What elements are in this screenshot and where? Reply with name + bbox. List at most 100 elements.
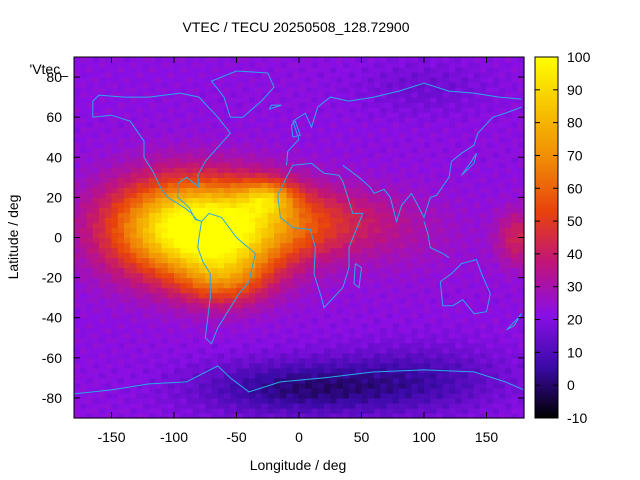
heatmap-cell	[99, 157, 106, 163]
heatmap-cell	[149, 87, 156, 93]
heatmap-cell	[355, 72, 363, 78]
heatmap-cell	[317, 327, 325, 334]
heatmap-cell	[142, 232, 150, 239]
heatmap-cell	[74, 342, 81, 349]
heatmap-cell	[111, 107, 119, 113]
heatmap-cell	[467, 97, 475, 103]
heatmap-cell	[480, 372, 488, 379]
heatmap-cell	[349, 397, 356, 404]
heatmap-cell	[92, 372, 100, 379]
heatmap-cell	[224, 107, 231, 113]
heatmap-cell	[292, 152, 300, 158]
heatmap-cell	[349, 127, 356, 133]
heatmap-cell	[192, 167, 200, 173]
heatmap-cell	[499, 97, 506, 103]
heatmap-cell	[424, 67, 431, 73]
heatmap-cell	[499, 132, 506, 138]
heatmap-cell	[74, 77, 81, 83]
heatmap-cell	[236, 232, 244, 239]
heatmap-cell	[155, 107, 163, 113]
heatmap-cell	[92, 292, 100, 299]
heatmap-cell	[492, 337, 500, 344]
heatmap-cell	[124, 342, 131, 349]
heatmap-cell	[299, 82, 306, 88]
heatmap-cell	[461, 402, 469, 409]
heatmap-cell	[105, 102, 113, 108]
heatmap-cell	[236, 387, 244, 394]
heatmap-cell	[286, 322, 294, 329]
heatmap-cell	[255, 292, 263, 299]
heatmap-cell	[374, 327, 381, 334]
heatmap-cell	[305, 92, 313, 98]
heatmap-cell	[161, 112, 169, 118]
heatmap-cell	[142, 382, 150, 389]
heatmap-cell	[417, 132, 425, 138]
heatmap-cell	[480, 127, 488, 133]
heatmap-cell	[299, 247, 306, 254]
heatmap-cell	[117, 262, 125, 269]
heatmap-cell	[249, 212, 256, 219]
heatmap-cell	[480, 232, 488, 239]
heatmap-cell	[492, 397, 500, 404]
heatmap-cell	[199, 102, 206, 108]
heatmap-cell	[205, 317, 213, 324]
heatmap-cell	[199, 182, 206, 188]
heatmap-cell	[99, 127, 106, 133]
heatmap-cell	[330, 207, 338, 214]
heatmap-cell	[174, 117, 181, 123]
heatmap-cell	[249, 287, 256, 294]
heatmap-cell	[130, 242, 138, 249]
heatmap-cell	[86, 372, 94, 379]
heatmap-cell	[299, 72, 306, 78]
heatmap-cell	[292, 282, 300, 289]
heatmap-cell	[292, 117, 300, 123]
heatmap-cell	[205, 82, 213, 88]
heatmap-cell	[461, 317, 469, 324]
heatmap-cell	[467, 92, 475, 98]
heatmap-cell	[342, 72, 350, 78]
heatmap-cell	[130, 237, 138, 244]
heatmap-cell	[161, 362, 169, 369]
heatmap-cell	[180, 122, 188, 128]
heatmap-cell	[455, 192, 463, 198]
heatmap-cell	[505, 337, 513, 344]
heatmap-cell	[505, 347, 513, 354]
heatmap-cell	[230, 102, 238, 108]
heatmap-cell	[417, 252, 425, 259]
heatmap-cell	[86, 247, 94, 254]
heatmap-cell	[474, 227, 481, 234]
heatmap-cell	[374, 122, 381, 128]
heatmap-cell	[399, 312, 406, 319]
heatmap-cell	[161, 67, 169, 73]
heatmap-cell	[217, 107, 225, 113]
heatmap-cell	[155, 352, 163, 359]
heatmap-cell	[299, 377, 306, 384]
heatmap-cell	[230, 307, 238, 314]
heatmap-cell	[417, 302, 425, 309]
heatmap-cell	[311, 202, 319, 209]
heatmap-cell	[442, 92, 450, 98]
heatmap-cell	[92, 162, 100, 168]
heatmap-cell	[230, 207, 238, 214]
heatmap-cell	[111, 162, 119, 168]
heatmap-cell	[467, 302, 475, 309]
heatmap-cell	[267, 377, 275, 384]
heatmap-cell	[424, 132, 431, 138]
heatmap-cell	[249, 227, 256, 234]
heatmap-cell	[124, 202, 131, 209]
heatmap-cell	[324, 152, 331, 158]
heatmap-cell	[505, 307, 513, 314]
heatmap-cell	[211, 177, 219, 183]
heatmap-cell	[86, 352, 94, 359]
heatmap-cell	[167, 62, 175, 68]
heatmap-cell	[442, 247, 450, 254]
heatmap-cell	[436, 232, 444, 239]
heatmap-cell	[130, 332, 138, 339]
heatmap-cell	[274, 132, 281, 138]
heatmap-cell	[242, 222, 250, 229]
heatmap-cell	[230, 407, 238, 414]
heatmap-cell	[417, 102, 425, 108]
heatmap-cell	[267, 277, 275, 284]
heatmap-cell	[130, 122, 138, 128]
heatmap-cell	[80, 252, 88, 259]
